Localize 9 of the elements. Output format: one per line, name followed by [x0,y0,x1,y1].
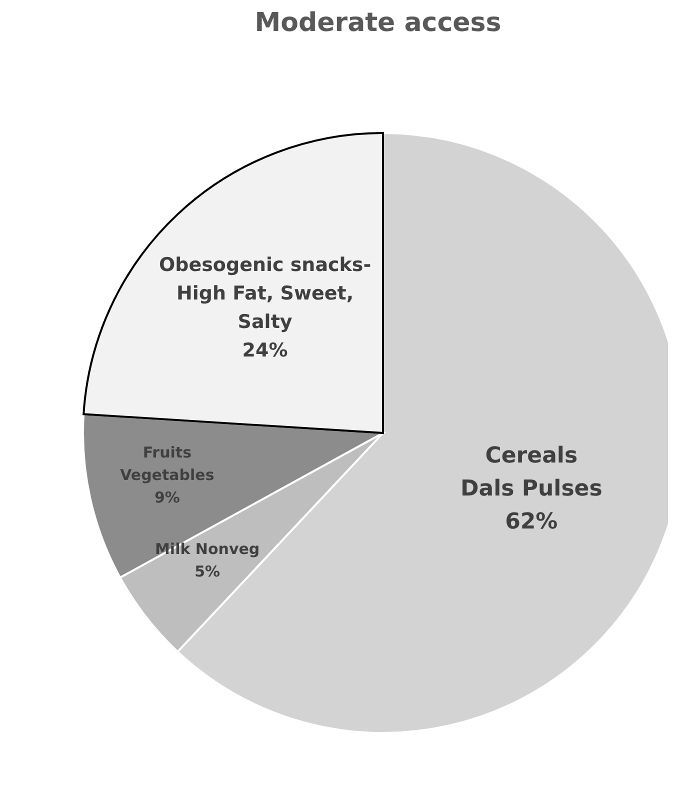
slice-label: Fruits Vegetables [120,444,214,484]
slice-label: Cereals Dals Pulses [460,443,602,502]
slice-label: Obesogenic snacks- High Fat, Sweet, Salty [158,254,372,333]
data-label: 9% [154,488,180,507]
slice-label: Milk Nonveg [155,540,260,558]
data-label: 62% [505,509,558,534]
data-label: 5% [194,562,220,581]
chart-title: Moderate access [254,8,502,38]
data-label: 24% [242,339,288,362]
